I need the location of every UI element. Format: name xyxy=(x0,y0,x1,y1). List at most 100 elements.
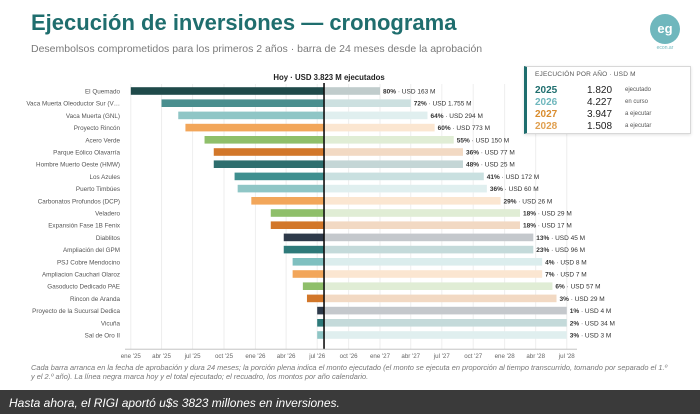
project-label: Parque Eólico Olavarría xyxy=(53,150,120,157)
x-tick-label: ene '26 xyxy=(245,353,266,360)
x-tick-label: jul '28 xyxy=(558,353,576,360)
bar-executed xyxy=(283,233,325,242)
project-label: El Quemado xyxy=(85,89,120,96)
bar-value-label: 60% · USD 773 M xyxy=(438,125,490,132)
legend-year: 2026 xyxy=(535,97,558,108)
caption-text: Hasta ahora, el RIGI aportó u$s 3823 mil… xyxy=(9,396,340,410)
brand-logo-text: econ.ar xyxy=(656,45,674,51)
legend-amount: 3.947 xyxy=(587,109,613,120)
bar-executed xyxy=(270,209,325,217)
bar-value-label: 29% · USD 26 M xyxy=(504,198,553,205)
project-label: Los Azules xyxy=(90,174,120,181)
bar-executed xyxy=(130,87,325,95)
project-label: Veladero xyxy=(95,211,120,218)
x-tick-label: oct '26 xyxy=(340,353,359,360)
bar-remaining xyxy=(324,233,534,242)
bar-remaining xyxy=(324,197,501,205)
x-tick-label: jul '26 xyxy=(308,353,326,360)
bar-remaining xyxy=(324,319,567,327)
bar-remaining xyxy=(324,282,553,290)
chart-footnote: Cada barra arranca en la fecha de aproba… xyxy=(31,363,668,381)
legend-status: ejecutado xyxy=(625,87,652,93)
bar-value-label: 13% · USD 45 M xyxy=(536,235,585,242)
bar-value-label: 1% · USD 4 M xyxy=(570,308,612,315)
project-label: Hombre Muerto Oeste (HMW) xyxy=(36,162,120,169)
bar-value-label: 23% · USD 96 M xyxy=(536,247,585,254)
brand-logo: eg xyxy=(650,14,680,44)
bar-executed xyxy=(270,221,325,229)
legend-amount: 4.227 xyxy=(587,97,613,108)
bar-remaining xyxy=(324,99,411,107)
bar-executed xyxy=(317,319,325,327)
project-label: Vaca Muerta Oleoductor Sur (V… xyxy=(26,101,120,108)
bar-executed xyxy=(283,245,325,254)
bar-remaining xyxy=(324,172,484,181)
caption-bar: Hasta ahora, el RIGI aportó u$s 3823 mil… xyxy=(0,390,700,414)
bar-remaining xyxy=(324,123,435,132)
project-label: Proyecto de la Sucursal Dedica xyxy=(32,308,120,315)
x-tick-label: ene '25 xyxy=(121,353,142,360)
legend-status: a ejecutar xyxy=(625,111,652,117)
x-tick-label: jul '25 xyxy=(184,353,202,360)
x-tick-label: jul '27 xyxy=(433,353,451,360)
bar-value-label: 72% · USD 1.755 M xyxy=(414,101,472,108)
bar-executed xyxy=(234,172,325,181)
bar-executed xyxy=(185,123,325,132)
bar-remaining xyxy=(324,184,487,193)
project-label: Diablitos xyxy=(96,235,120,242)
bar-executed xyxy=(213,160,325,168)
page-title: Ejecución de inversiones — cronograma xyxy=(31,10,457,35)
bar-value-label: 7% · USD 7 M xyxy=(545,272,587,279)
bar-remaining xyxy=(324,245,534,254)
bar-value-label: 48% · USD 25 M xyxy=(466,162,515,169)
project-label: Vaca Muerta (GNL) xyxy=(66,113,120,120)
legend-year: 2025 xyxy=(535,85,558,96)
bar-value-label: 41% · USD 172 M xyxy=(487,174,539,181)
bar-value-label: 18% · USD 17 M xyxy=(523,223,572,230)
bar-remaining xyxy=(324,331,567,339)
bar-value-label: 36% · USD 60 M xyxy=(490,186,539,193)
bar-value-label: 2% · USD 34 M xyxy=(570,320,615,327)
legend-row-2025: 2025 1.820 ejecutado xyxy=(535,85,685,97)
x-tick-label: abr '27 xyxy=(401,353,420,360)
project-label: Ampliación del GPM xyxy=(63,247,120,254)
bar-remaining xyxy=(324,148,463,156)
legend-amount: 1.820 xyxy=(587,85,613,96)
project-label: Sal de Oro II xyxy=(85,333,121,340)
bar-value-label: 18% · USD 29 M xyxy=(523,211,572,218)
legend-year: 2027 xyxy=(535,109,558,120)
yearly-execution-legend: EJECUCIÓN POR AÑO · USD M 2025 1.820 eje… xyxy=(524,66,691,134)
project-label: PSJ Cobre Mendocino xyxy=(57,259,121,266)
bar-value-label: 36% · USD 77 M xyxy=(466,150,515,157)
bar-remaining xyxy=(324,294,557,303)
page-subtitle: Desembolsos comprometidos para los prime… xyxy=(31,43,483,55)
bar-remaining xyxy=(324,258,543,266)
x-tick-label: oct '25 xyxy=(215,353,234,360)
legend-row-2026: 2026 4.227 en curso xyxy=(535,97,685,109)
bar-executed xyxy=(213,148,325,156)
project-label: Expansión Fase 1B Fenix xyxy=(48,223,121,230)
today-label: Hoy · USD 3.823 M ejecutados xyxy=(273,73,385,82)
project-label: Vicuña xyxy=(101,320,121,327)
project-label: Gasoducto Dedicado PAE xyxy=(47,284,120,291)
bar-executed xyxy=(317,306,325,315)
legend-status: en curso xyxy=(625,99,649,105)
legend-amount: 1.508 xyxy=(587,121,613,132)
legend-title: EJECUCIÓN POR AÑO · USD M xyxy=(535,71,636,78)
project-label: Carbonatos Profundos (DCP) xyxy=(38,198,120,205)
bar-value-label: 3% · USD 29 M xyxy=(560,296,605,303)
project-label: Proyecto Rincón xyxy=(74,125,121,132)
bar-value-label: 64% · USD 294 M xyxy=(430,113,482,120)
project-label: Rincon de Aranda xyxy=(70,296,121,303)
bar-remaining xyxy=(324,270,543,278)
bar-remaining xyxy=(324,160,463,168)
x-tick-label: ene '27 xyxy=(370,353,391,360)
bar-remaining xyxy=(324,111,428,120)
bar-value-label: 4% · USD 8 M xyxy=(545,259,587,266)
bar-remaining xyxy=(324,87,381,95)
bar-executed xyxy=(292,270,325,278)
bar-executed xyxy=(292,258,325,266)
x-tick-label: abr '26 xyxy=(277,353,296,360)
bar-remaining xyxy=(324,136,454,144)
